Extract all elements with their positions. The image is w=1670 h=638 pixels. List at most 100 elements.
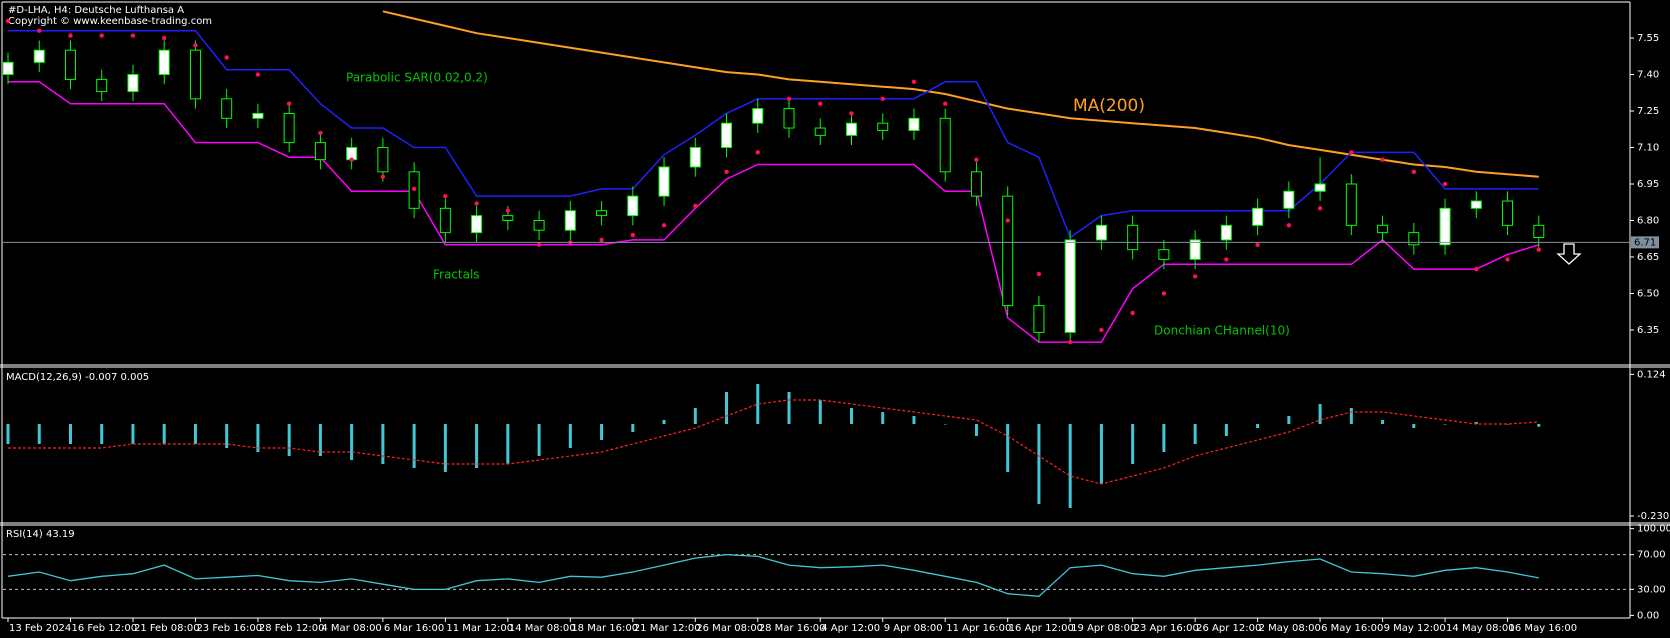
candle-body — [252, 112, 264, 119]
x-tick-label: 11 Apr 16:00 — [946, 623, 1011, 634]
candle-body — [939, 117, 951, 173]
y-tick-label: 100.00 — [1637, 524, 1670, 535]
x-tick-label: 16 May 16:00 — [1509, 623, 1578, 634]
y-tick-label: -0.230 — [1637, 511, 1669, 522]
candle-body — [1470, 200, 1482, 209]
candle-body — [377, 146, 389, 173]
macd-bar — [756, 384, 760, 424]
y-tick-label: 6.65 — [1637, 252, 1659, 263]
x-tick-label: 11 Mar 12:00 — [446, 623, 513, 634]
macd-bar — [1474, 422, 1478, 424]
y-tick-label: 0.124 — [1637, 369, 1666, 380]
x-tick-label: 14 Mar 08:00 — [509, 623, 576, 634]
copyright: Copyright © www.keenbase-trading.com — [8, 16, 212, 27]
last-price-box — [1631, 236, 1659, 249]
macd-bar — [1537, 424, 1541, 427]
y-tick-label: 30.00 — [1637, 584, 1666, 595]
sar-dot — [318, 130, 323, 136]
sar-dot — [162, 35, 167, 41]
x-tick-label: 23 Apr 16:00 — [1134, 623, 1199, 634]
macd-bar — [256, 424, 260, 452]
x-tick-label: 2 May 08:00 — [1259, 623, 1321, 634]
sar-dot — [786, 96, 792, 102]
sar-dot — [99, 33, 104, 38]
rsi-line — [7, 553, 1539, 597]
sar-dot — [1005, 218, 1010, 223]
sar-dot — [1349, 150, 1354, 155]
sar-dot — [943, 101, 948, 106]
macd-bar — [725, 392, 729, 424]
candle-body — [283, 112, 295, 144]
x-tick-label: 19 Apr 08:00 — [1071, 623, 1136, 634]
ma-line — [382, 10, 1539, 178]
candle-body — [908, 117, 920, 131]
candle-body — [64, 49, 76, 80]
sar-dot — [536, 242, 542, 248]
sar-dot — [411, 186, 417, 192]
y-tick-label: 7.55 — [1637, 33, 1659, 44]
macd-bar — [1256, 424, 1260, 428]
donchian-lower — [8, 81, 1540, 343]
sar-dot — [349, 157, 354, 162]
macd-bar — [1318, 404, 1322, 424]
macd-bar — [1099, 424, 1103, 484]
macd-bar — [381, 424, 385, 464]
sar-dot — [1505, 257, 1510, 262]
macd-bar — [849, 408, 853, 424]
macd-bar — [350, 424, 354, 460]
sar-dot — [880, 96, 885, 102]
macd-bar — [162, 424, 166, 444]
candle-body — [127, 74, 139, 93]
macd-bar — [475, 424, 479, 468]
y-tick-label: 6.35 — [1637, 325, 1659, 336]
macd-label: MACD(12,26,9) -0.007 0.005 — [6, 372, 149, 383]
macd-bar — [131, 424, 135, 444]
sar-dot — [380, 174, 386, 179]
candle-body — [1064, 239, 1076, 333]
sar-dot — [474, 201, 479, 206]
macd-bar — [1412, 424, 1416, 428]
macd-bar — [1006, 424, 1010, 472]
sar-dot — [1161, 291, 1167, 296]
candle-body — [533, 219, 545, 231]
x-tick-label: 9 May 12:00 — [1384, 623, 1446, 634]
macd-bar — [881, 412, 885, 424]
candle-body — [314, 142, 326, 161]
macd-bar — [1068, 424, 1072, 508]
candle-body — [1408, 232, 1420, 246]
candle-body — [158, 49, 170, 76]
candle-body — [3, 61, 14, 76]
sar-dot — [286, 101, 292, 106]
annotation: MA(200) — [1073, 96, 1145, 116]
sar-dot — [693, 203, 698, 209]
annotation: Fractals — [433, 268, 480, 282]
last-price-label: 6.71 — [1634, 237, 1656, 248]
macd-bar — [193, 424, 197, 444]
sar-dot — [1192, 274, 1198, 279]
candle-body — [1158, 249, 1170, 260]
macd-bar — [974, 424, 978, 436]
candle-body — [33, 49, 45, 63]
macd-bar — [537, 424, 541, 456]
macd-bar — [1131, 424, 1135, 464]
y-tick-label: 6.95 — [1637, 179, 1659, 190]
macd-bar — [943, 424, 947, 425]
sar-dot — [1317, 206, 1323, 211]
sar-dot — [1036, 271, 1042, 277]
x-tick-label: 14 May 08:00 — [1446, 623, 1515, 634]
sar-dot — [1286, 223, 1292, 228]
sar-dot — [1474, 266, 1479, 272]
candle-body — [596, 210, 608, 217]
candle-body — [1439, 207, 1451, 246]
annotation: Donchian CHannel(10) — [1154, 324, 1290, 338]
candle-body — [189, 49, 201, 100]
sar-dot — [5, 18, 11, 24]
x-tick-label: 13 Feb 2024 — [9, 623, 71, 634]
x-tick-label: 21 Mar 12:00 — [634, 623, 701, 634]
macd-bar — [100, 424, 104, 444]
candle-body — [845, 122, 857, 136]
chart-title: #D-LHA, H4: Deutsche Lufthansa A — [8, 5, 184, 16]
macd-bar — [818, 400, 822, 424]
macd-bar — [1381, 420, 1385, 424]
candle-body — [689, 146, 701, 168]
